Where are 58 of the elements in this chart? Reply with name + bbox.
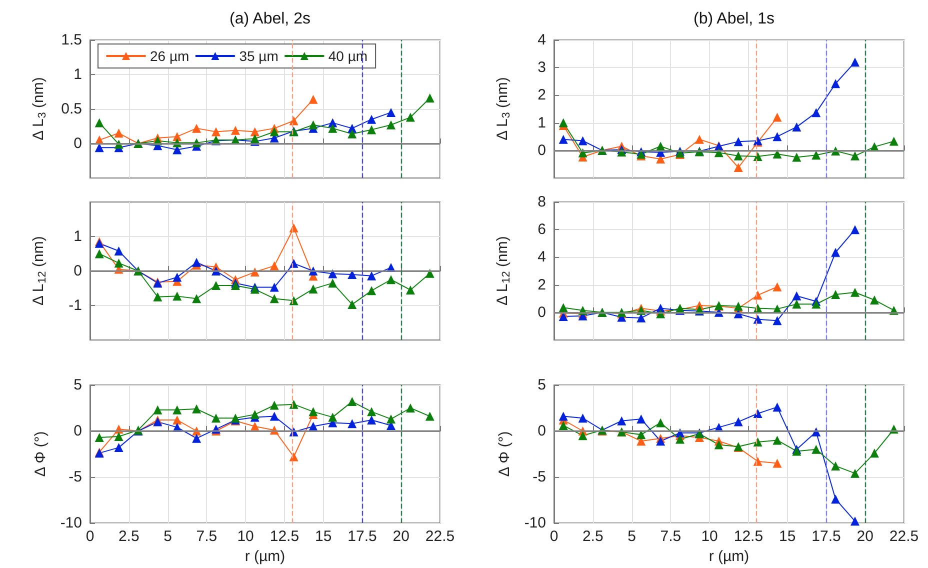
legend-label: 26 µm [150,48,190,64]
y-tick-label: 4 [538,32,546,48]
y-axis-title: Δ L12 (nm) [30,236,48,306]
y-tick-label: -1 [68,297,82,314]
y-tick-label: 0 [538,304,546,321]
x-tick-label: 10 [701,528,718,545]
x-tick-label: 5 [164,528,172,545]
x-tick-label: 0 [550,528,558,545]
y-tick-label: 2 [538,276,546,294]
y-tick-label: 0 [538,142,546,159]
x-tick-label: 22.5 [425,528,455,545]
y-tick-label: 0 [74,422,82,440]
y-axis-title: Δ L3 (nm) [30,77,48,140]
legend-label: 40 µm [328,48,368,64]
y-axis-title: Δ L3 (nm) [494,77,512,140]
y-tick-label: 5 [74,376,82,394]
y-tick-label: -10 [524,514,546,532]
chart-title: (b) Abel, 1s [694,10,774,28]
x-tick-label: 17.5 [348,528,377,545]
y-tick-label: 3 [538,59,546,76]
x-tick-label: 15 [778,528,796,545]
y-axis-title: Δ Φ (°) [496,431,513,477]
y-tick-label: 0 [74,262,82,280]
y-tick-label: -5 [68,468,82,486]
y-axis-title: Δ L12 (nm) [494,236,512,306]
x-tick-label: 20 [392,528,410,545]
x-tick-label: 15 [314,528,332,545]
y-tick-label: 4 [538,248,546,266]
y-tick-label: -10 [60,514,82,532]
x-tick-label: 12.5 [270,528,300,545]
x-tick-label: 7.5 [196,528,218,545]
y-axis-title: Δ Φ (°) [32,431,49,477]
y-tick-label: 0 [74,135,82,152]
x-tick-label: 17.5 [812,528,841,545]
y-tick-label: 0 [538,422,546,440]
x-tick-label: 10 [237,528,254,545]
y-tick-label: 2 [538,86,546,104]
y-tick-label: 0.5 [61,100,82,118]
x-tick-label: 20 [856,528,874,545]
x-tick-label: 22.5 [889,528,919,545]
x-tick-label: 7.5 [660,528,682,545]
y-tick-label: 8 [538,194,546,210]
x-tick-label: 5 [628,528,636,545]
y-tick-label: 1.5 [61,32,82,48]
y-tick-label: 1 [538,114,546,132]
x-tick-label: 2.5 [582,528,604,545]
x-axis-title: r (µm) [708,548,750,565]
y-tick-label: 5 [538,376,546,394]
x-tick-label: 2.5 [118,528,140,545]
legend-label: 35 µm [239,48,278,64]
chart-title: (a) Abel, 2s [230,10,310,28]
x-tick-label: 0 [86,528,94,545]
x-axis-title: r (µm) [244,548,286,565]
y-tick-label: -5 [532,468,546,486]
y-tick-label: 6 [538,221,546,238]
x-tick-label: 12.5 [734,528,764,545]
y-tick-label: 1 [74,228,82,245]
y-tick-label: 1 [74,66,82,83]
